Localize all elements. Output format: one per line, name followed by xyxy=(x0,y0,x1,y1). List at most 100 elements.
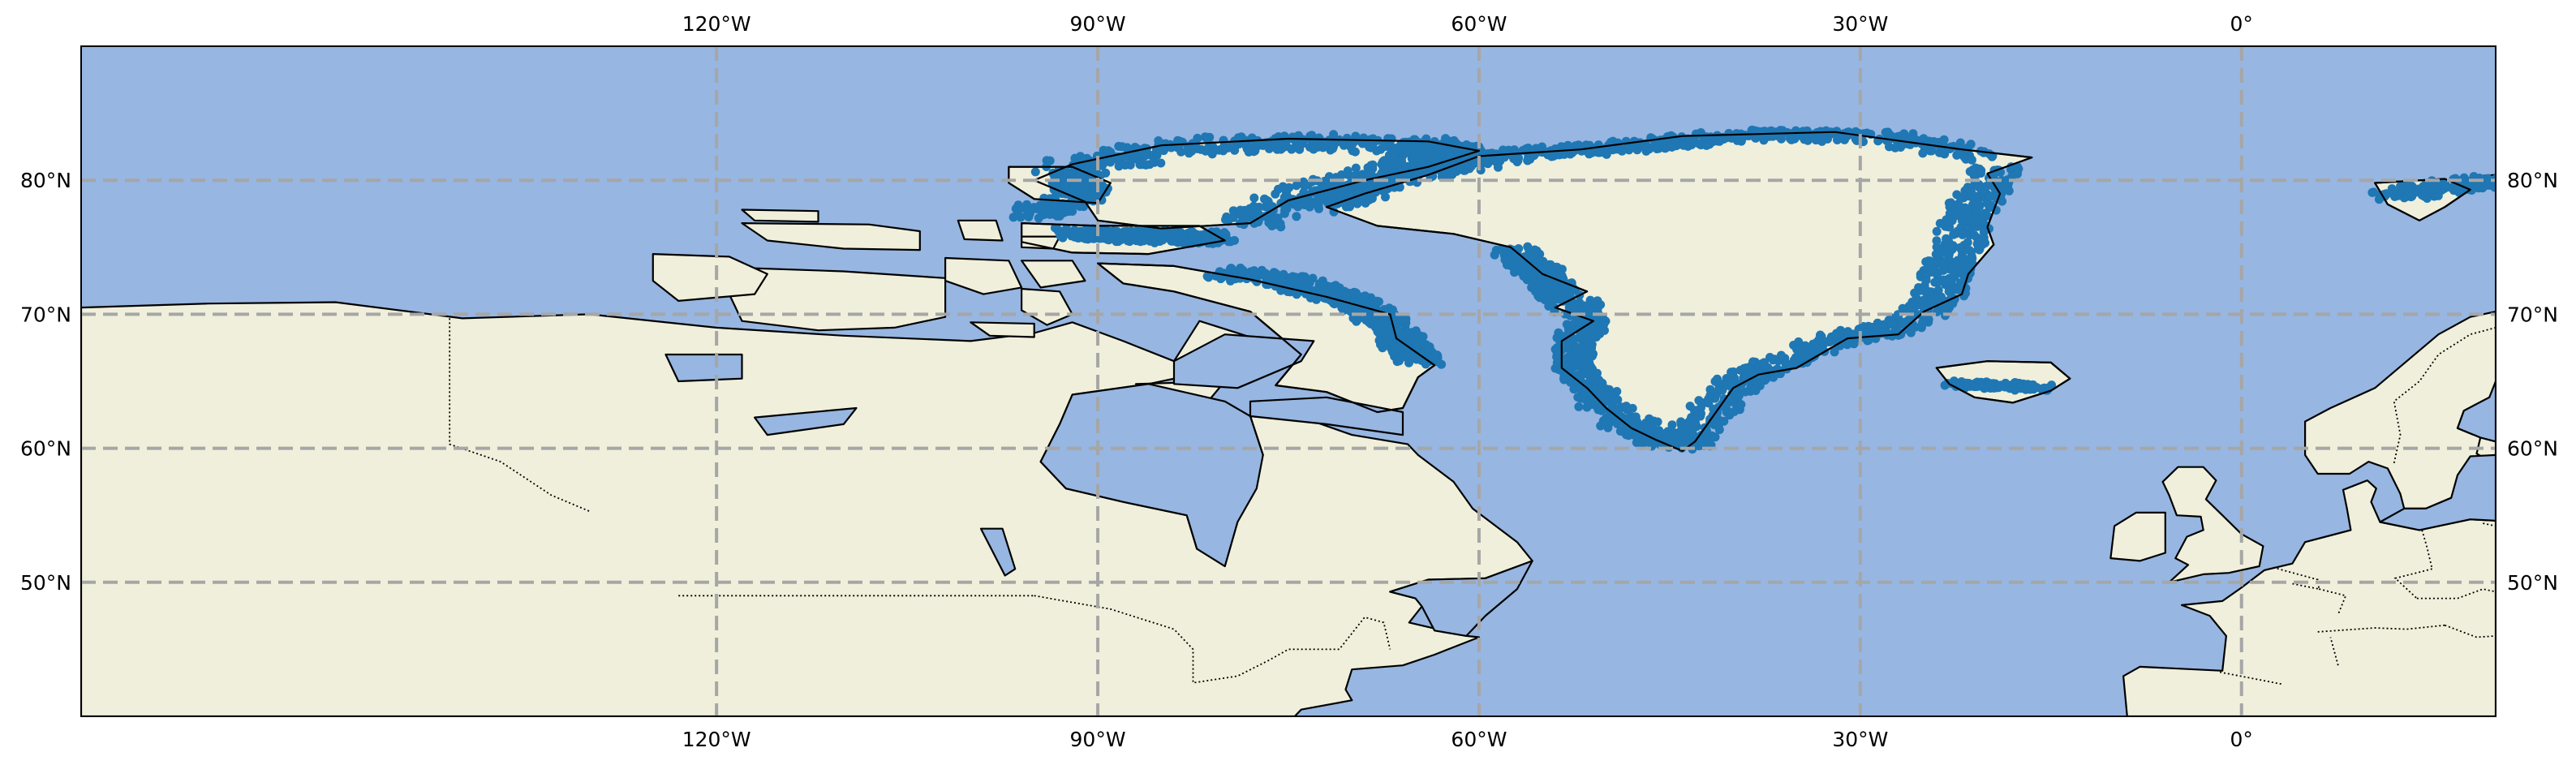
glacier-point xyxy=(1929,297,1938,307)
glacier-point xyxy=(1910,134,1919,144)
glacier-points-iceland xyxy=(1940,376,2057,395)
coastline-baffin-island xyxy=(1096,262,1436,414)
water-gulf-st-lawrence xyxy=(1389,560,1533,638)
glacier-point xyxy=(1112,237,1121,247)
glacier-point xyxy=(1950,260,1960,270)
glacier-point xyxy=(1178,137,1187,147)
map-frame xyxy=(80,45,2496,717)
glacier-point xyxy=(1971,198,1980,208)
glacier-point xyxy=(1696,403,1705,413)
glacier-point xyxy=(2433,191,2443,200)
glacier-point xyxy=(2499,180,2508,189)
glacier-point xyxy=(2431,184,2441,194)
glacier-point xyxy=(1222,235,1231,245)
glacier-point xyxy=(1397,316,1407,325)
lat-tick-label-right: 70°N xyxy=(2507,303,2558,326)
glacier-point xyxy=(1982,181,1992,191)
glacier-point xyxy=(1589,299,1599,309)
glacier-point xyxy=(1794,353,1804,363)
glacier-point xyxy=(1142,160,1151,170)
coastline-svalbard-spitsbergen xyxy=(2374,178,2471,221)
glacier-point xyxy=(1971,381,1980,391)
glacier-point xyxy=(1980,208,1989,218)
glacier-point xyxy=(1351,163,1361,173)
glacier-point xyxy=(1979,234,1989,244)
glacier-point xyxy=(1415,155,1425,165)
glacier-point xyxy=(1574,402,1584,411)
lat-tick-label-left: 80°N xyxy=(20,169,71,192)
glacier-point xyxy=(1584,401,1593,410)
glacier-point xyxy=(1695,410,1705,419)
glacier-point xyxy=(1964,269,1974,279)
glacier-point xyxy=(1794,337,1804,346)
glacier-point xyxy=(1585,149,1594,159)
gridlines xyxy=(81,46,2496,716)
glacier-point xyxy=(1763,363,1773,372)
glacier-point xyxy=(1249,193,1259,203)
glacier-point xyxy=(2495,182,2496,184)
glacier-point xyxy=(1054,226,1063,236)
glacier-point xyxy=(1924,286,1933,296)
glacier-point xyxy=(2389,189,2399,199)
glacier-point xyxy=(1585,307,1594,317)
glacier-point xyxy=(1712,418,1721,428)
glacier-point xyxy=(1596,421,1606,431)
land-bathurst-island xyxy=(957,219,1004,242)
glacier-point xyxy=(1931,256,1941,266)
glacier-point xyxy=(1897,131,1907,140)
glacier-point xyxy=(1631,412,1641,422)
lon-tick-label-top: 120°W xyxy=(682,12,751,36)
glacier-point xyxy=(1275,219,1285,229)
glacier-point xyxy=(1228,206,1238,216)
lon-tick-label-top: 90°W xyxy=(1070,12,1126,36)
glacier-point xyxy=(1365,142,1374,152)
glacier-point xyxy=(1341,290,1351,300)
glacier-point xyxy=(1154,136,1163,145)
glacier-point xyxy=(1221,142,1231,152)
glacier-point xyxy=(1942,379,1952,388)
glacier-point xyxy=(1365,195,1374,204)
glacier-point xyxy=(1376,144,1386,154)
land-parry-islands xyxy=(741,222,921,251)
glacier-point xyxy=(1354,186,1364,196)
glacier-point xyxy=(1278,132,1288,142)
glacier-point xyxy=(2419,187,2429,196)
glacier-point xyxy=(1083,234,1093,244)
glacier-point xyxy=(1969,170,1979,180)
glacier-point xyxy=(1402,351,1412,361)
glacier-point xyxy=(1576,370,1585,380)
glacier-point xyxy=(1568,302,1578,312)
glacier-point xyxy=(1234,135,1244,145)
glacier-point xyxy=(1249,201,1258,211)
lat-tick-label-left: 50°N xyxy=(20,571,71,595)
glacier-point xyxy=(1030,167,1040,177)
glacier-point xyxy=(1368,160,1378,170)
glacier-point xyxy=(1668,432,1678,441)
glacier-point xyxy=(1551,150,1561,160)
glacier-point xyxy=(1391,148,1400,157)
glacier-point xyxy=(1048,202,1058,212)
glacier-point xyxy=(1887,320,1897,329)
glacier-point xyxy=(2367,187,2377,197)
glacier-points-layer xyxy=(1008,125,2508,454)
glacier-point xyxy=(1848,337,1858,346)
glacier-point xyxy=(1587,343,1597,353)
glacier-point xyxy=(1893,310,1903,320)
glacier-point xyxy=(1667,142,1677,152)
glacier-point xyxy=(1279,192,1289,202)
glacier-point xyxy=(1321,287,1331,297)
glacier-point xyxy=(1623,405,1632,415)
glacier-point xyxy=(1249,266,1259,276)
lat-tick-label-right: 60°N xyxy=(2507,437,2558,461)
glacier-point xyxy=(2401,182,2410,191)
lon-tick-label-bottom: 120°W xyxy=(682,728,751,751)
glacier-point xyxy=(1932,236,1942,246)
glacier-point xyxy=(1378,165,1388,174)
coastline-iceland xyxy=(1935,360,2071,404)
glacier-point xyxy=(1351,288,1361,298)
glacier-point xyxy=(1499,145,1507,155)
glacier-point xyxy=(1885,142,1894,152)
glacier-point xyxy=(1207,149,1217,159)
glacier-point xyxy=(1795,345,1804,355)
glacier-point xyxy=(1368,134,1378,144)
